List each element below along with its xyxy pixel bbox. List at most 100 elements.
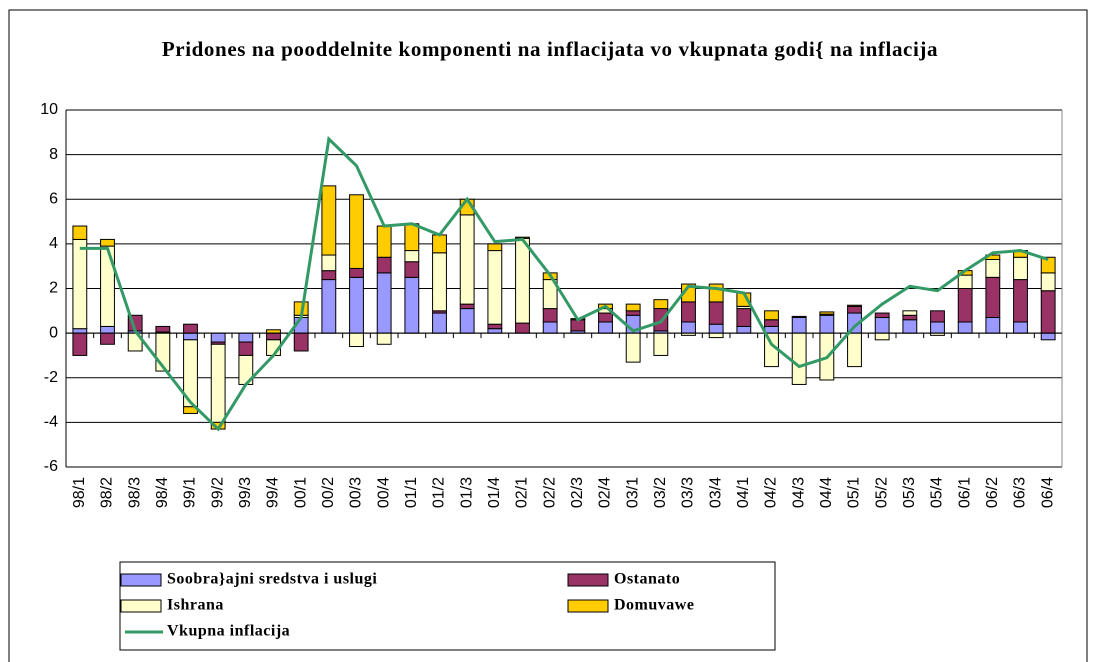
bar-segment	[542, 308, 558, 323]
bar-segment	[847, 304, 862, 307]
bar-segment	[376, 225, 392, 258]
bar-segment	[847, 305, 862, 314]
bar-segment	[902, 310, 918, 316]
bar-segment	[957, 274, 973, 289]
bar-segment	[708, 332, 724, 339]
x-tick-label: 06/2	[984, 477, 1001, 508]
x-tick-label: 02/2	[541, 477, 558, 508]
x-tick-label: 04/2	[763, 477, 780, 508]
x-tick-label: 03/2	[652, 477, 669, 508]
bar-segment	[321, 185, 337, 256]
bar-segment	[404, 276, 420, 334]
bar-segment	[902, 314, 918, 321]
y-tick-label: 10	[40, 101, 58, 118]
bar-segment	[570, 319, 586, 332]
y-tick-label: 8	[49, 146, 58, 163]
bar-segment	[598, 321, 613, 334]
bar-segment	[432, 312, 447, 334]
bar-segment	[598, 312, 613, 323]
bar-segment	[321, 254, 337, 272]
x-tick-label: 01/3	[458, 477, 475, 508]
bar-segment	[100, 325, 115, 334]
bar-segment	[874, 317, 890, 334]
bar-segment	[349, 276, 364, 334]
x-tick-label: 01/2	[431, 477, 448, 508]
x-tick-label: 01/4	[486, 477, 503, 508]
x-tick-label: 04/3	[790, 477, 807, 508]
x-tick-label: 99/4	[265, 477, 282, 508]
bar-segment	[321, 279, 337, 334]
bar-segment	[266, 329, 281, 334]
bar-segment	[72, 328, 88, 334]
bar-segment	[183, 323, 198, 334]
bar-segment	[625, 310, 641, 316]
bar-segment	[874, 312, 890, 319]
bar-segment	[764, 310, 779, 321]
x-tick-label: 05/2	[873, 477, 890, 508]
y-tick-label: 4	[49, 235, 58, 252]
bar-segment	[930, 310, 945, 323]
bar-segment	[376, 256, 392, 274]
bar-segment	[100, 332, 115, 345]
bar-segment	[487, 323, 503, 330]
bar-segment	[847, 332, 862, 368]
bar-segment	[542, 321, 558, 334]
x-tick-label: 02/1	[514, 477, 531, 508]
bar-segment	[1040, 272, 1056, 292]
bar-segment	[238, 341, 254, 356]
bar-segment	[708, 323, 724, 334]
bar-segment	[1040, 290, 1056, 334]
bar-segment	[681, 321, 696, 334]
x-tick-label: 03/1	[624, 477, 641, 508]
bar-segment	[874, 332, 890, 341]
legend-label: Ishrana	[167, 597, 224, 614]
x-tick-label: 99/3	[237, 477, 254, 508]
bar-segment	[625, 303, 641, 312]
bar-segment	[1013, 279, 1028, 323]
legend-swatch	[120, 599, 162, 613]
x-tick-label: 03/4	[707, 477, 724, 508]
x-tick-label: 05/4	[929, 477, 946, 508]
bar-segment	[1040, 256, 1056, 274]
x-tick-label: 04/4	[818, 477, 835, 508]
bar-segment	[985, 258, 1001, 278]
bar-segment	[764, 319, 779, 327]
x-tick-label: 02/3	[569, 477, 586, 508]
x-tick-label: 05/1	[846, 477, 863, 508]
bar-segment	[72, 238, 88, 330]
legend-swatch	[567, 599, 609, 613]
x-tick-label: 00/1	[292, 477, 309, 508]
bar-segment	[349, 267, 364, 278]
bar-segment	[985, 276, 1001, 319]
legend-label: Domuvawe	[614, 597, 694, 614]
bar-segment	[708, 301, 724, 325]
bar-segment	[349, 332, 364, 348]
bar-segment	[681, 301, 696, 323]
y-tick-label: -2	[44, 369, 58, 386]
bar-segment	[957, 321, 973, 334]
x-tick-label: 00/3	[348, 477, 365, 508]
legend-swatch	[567, 573, 609, 587]
x-tick-label: 06/1	[956, 477, 973, 508]
bar-segment	[432, 234, 447, 254]
bar-segment	[736, 325, 752, 334]
bar-segment	[459, 214, 475, 305]
bar-segment	[404, 250, 420, 263]
x-tick-label: 98/3	[126, 477, 143, 508]
x-tick-label: 05/3	[901, 477, 918, 508]
x-tick-label: 00/2	[320, 477, 337, 508]
bar-segment	[653, 299, 669, 310]
bar-segment	[487, 250, 503, 325]
bar-segment	[515, 322, 530, 334]
x-tick-label: 06/3	[1012, 477, 1029, 508]
y-tick-label: 2	[49, 280, 58, 297]
bar-segment	[183, 332, 198, 341]
x-tick-label: 98/4	[154, 477, 171, 508]
y-tick-label: 6	[49, 190, 58, 207]
bar-segment	[791, 317, 807, 334]
bar-segment	[1040, 332, 1056, 341]
bar-segment	[791, 315, 807, 319]
bar-segment	[625, 332, 641, 363]
bar-segment	[349, 194, 364, 269]
